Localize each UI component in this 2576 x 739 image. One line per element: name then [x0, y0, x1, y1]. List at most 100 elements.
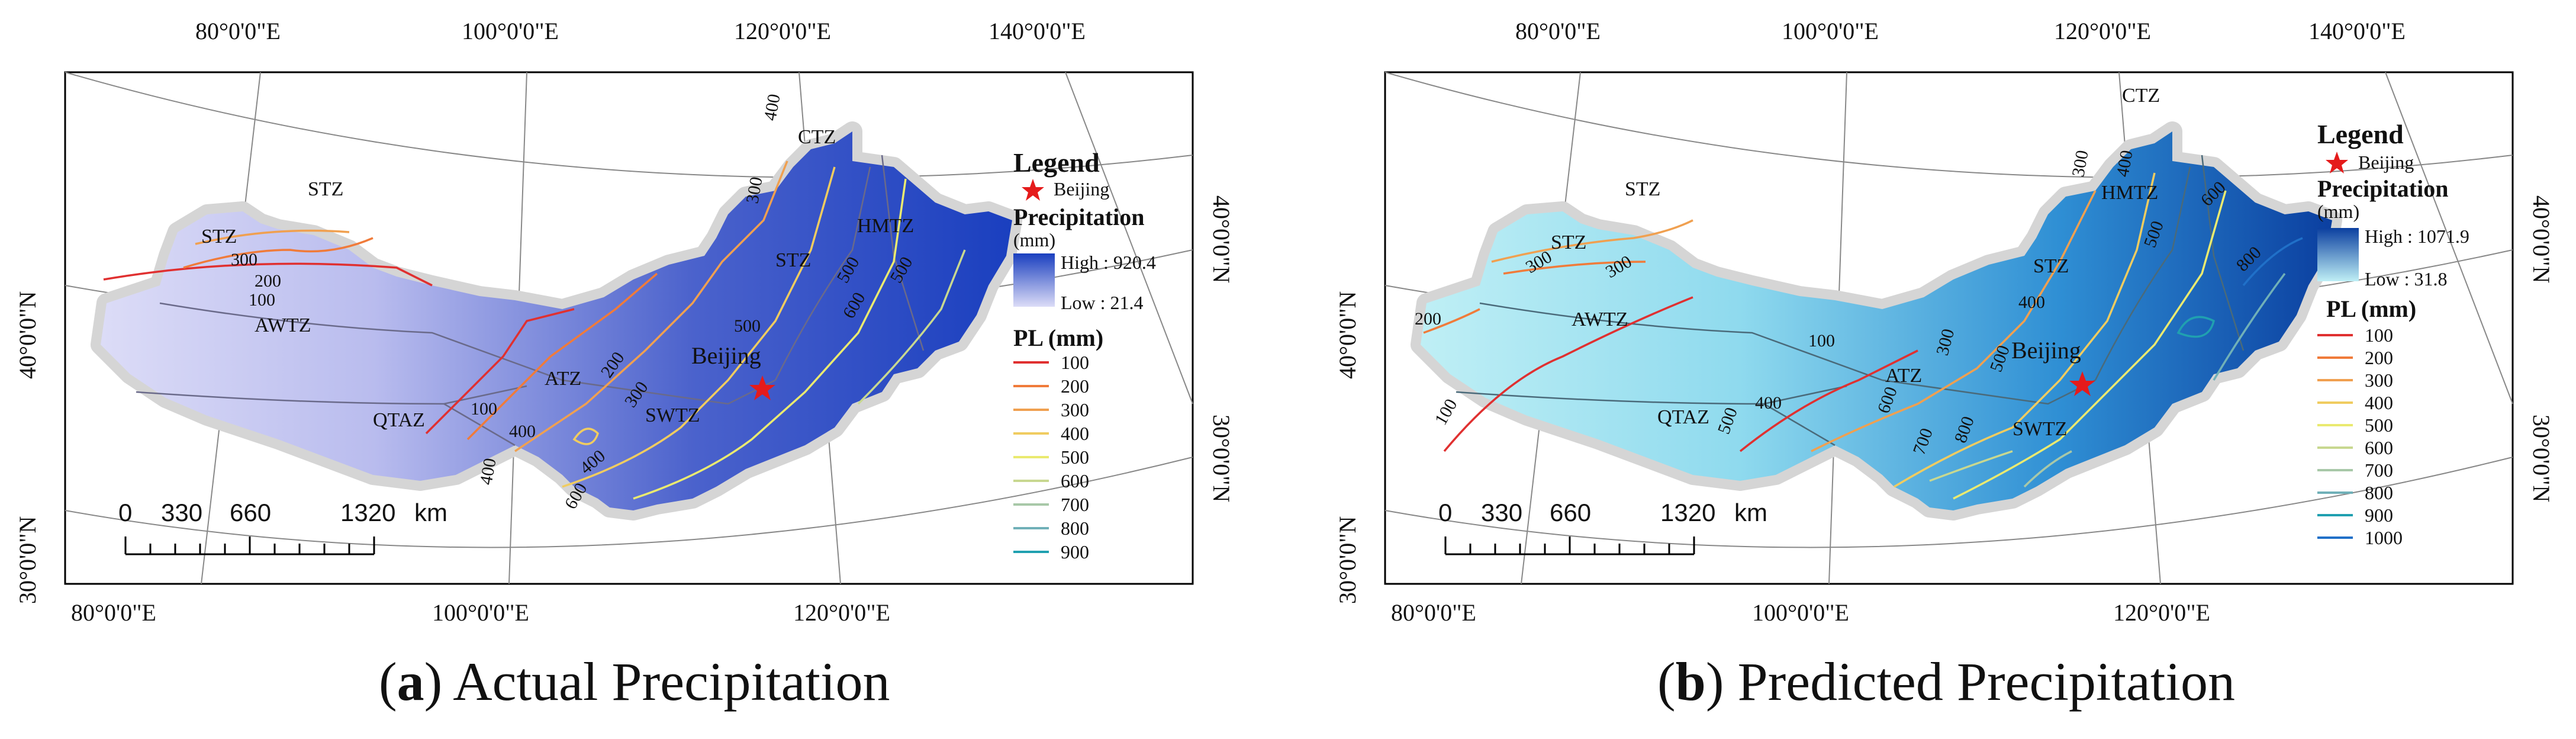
lon-bottom-label: 120°0'0"E — [2113, 599, 2210, 626]
caption-letter: b — [1675, 651, 1706, 712]
svg-text:600: 600 — [1061, 470, 1089, 491]
lon-bottom-label: 120°0'0"E — [793, 599, 890, 626]
svg-text:100: 100 — [249, 290, 275, 310]
svg-text:800: 800 — [2365, 482, 2393, 503]
panel-b — [1384, 71, 2514, 585]
zone-label: STZ — [308, 178, 343, 200]
contours — [103, 160, 966, 500]
lon-top-label: 120°0'0"E — [2054, 18, 2151, 44]
scale-bar: 0 330 660 1320 km — [1438, 499, 1767, 555]
svg-text:100: 100 — [471, 399, 497, 419]
svg-text:900: 900 — [2365, 505, 2393, 526]
svg-text:200: 200 — [1415, 309, 1441, 329]
svg-text:PL (mm): PL (mm) — [2326, 295, 2416, 322]
svg-text:900: 900 — [1061, 541, 1089, 563]
svg-text:Beijing: Beijing — [2358, 152, 2414, 173]
zone-label: HMTZ — [2101, 182, 2158, 204]
svg-text:(mm): (mm) — [2317, 201, 2359, 222]
svg-text:km: km — [1734, 499, 1767, 526]
zone-label: HMTZ — [857, 215, 914, 237]
zone-boundaries — [1456, 155, 2245, 446]
svg-text:200: 200 — [2365, 347, 2393, 368]
svg-text:300: 300 — [1061, 399, 1089, 420]
svg-text:660: 660 — [1550, 499, 1591, 526]
svg-text:300: 300 — [2365, 370, 2393, 391]
lon-top-label: 140°0'0"E — [2308, 18, 2406, 44]
svg-text:300: 300 — [742, 175, 766, 205]
lat-left-label: 30°0'0"N — [1334, 516, 1361, 604]
svg-text:(mm): (mm) — [1013, 229, 1055, 250]
svg-text:400: 400 — [760, 92, 784, 122]
lat-right-label: 40°0'0"N — [1208, 195, 1235, 283]
svg-text:300: 300 — [231, 250, 257, 269]
panel-a-text: 80°0'0"E 100°0'0"E 120°0'0"E 140°0'0"E 8… — [14, 18, 1235, 626]
pl-legend: 100 200 300 400 500 600 700 800 900 — [1013, 352, 1089, 563]
svg-text:0: 0 — [118, 499, 132, 526]
svg-text:Precipitation: Precipitation — [1013, 204, 1144, 230]
svg-text:500: 500 — [734, 316, 761, 336]
svg-text:700: 700 — [2365, 460, 2393, 481]
zone-label: STZ — [201, 226, 237, 248]
lon-top-label: 100°0'0"E — [462, 18, 559, 44]
lat-right-label: 30°0'0"N — [2528, 415, 2555, 502]
zone-boundaries — [136, 155, 925, 446]
lon-top-label: 80°0'0"E — [1515, 18, 1601, 44]
lat-right-label: 40°0'0"N — [2528, 195, 2555, 283]
svg-text:330: 330 — [1481, 499, 1522, 526]
pl-legend: 100 200 300 400 500 600 700 800 900 1000 — [2317, 324, 2403, 548]
lon-top-label: 140°0'0"E — [988, 18, 1086, 44]
svg-text:200: 200 — [1061, 375, 1089, 397]
lon-bottom-label: 100°0'0"E — [432, 599, 529, 626]
svg-text:High : 1071.9: High : 1071.9 — [2365, 226, 2469, 247]
svg-text:Low : 21.4: Low : 21.4 — [1061, 292, 1144, 313]
svg-text:0: 0 — [1438, 499, 1452, 526]
svg-text:660: 660 — [230, 499, 271, 526]
panel-b-text: 80°0'0"E 100°0'0"E 120°0'0"E 140°0'0"E 8… — [1334, 18, 2555, 626]
legend-title: Legend — [2317, 119, 2404, 149]
lon-bottom-label: 80°0'0"E — [71, 599, 156, 626]
zone-label: ATZ — [545, 368, 581, 390]
zone-label: AWTZ — [255, 314, 311, 336]
lat-right-label: 30°0'0"N — [1208, 415, 1235, 502]
caption-b: (b) Predicted Precipitation — [1657, 651, 2235, 712]
svg-text:Beijing: Beijing — [1054, 178, 1109, 200]
svg-text:400: 400 — [1061, 423, 1089, 444]
svg-text:100: 100 — [2365, 324, 2393, 346]
lat-left-label: 30°0'0"N — [14, 516, 41, 604]
caption-text: Actual Precipitation — [453, 651, 890, 712]
lon-bottom-label: 100°0'0"E — [1752, 599, 1849, 626]
svg-text:500: 500 — [1061, 446, 1089, 468]
svg-text:100: 100 — [1808, 331, 1835, 351]
svg-text:600: 600 — [2365, 437, 2393, 458]
panel-a — [64, 71, 1194, 585]
lon-top-label: 120°0'0"E — [734, 18, 831, 44]
svg-text:400: 400 — [476, 457, 500, 486]
zone-label: STZ — [1625, 178, 1660, 200]
svg-text:800: 800 — [1061, 518, 1089, 539]
lat-left-label: 40°0'0"N — [14, 291, 41, 379]
zone-label: QTAZ — [1657, 406, 1709, 428]
zone-label: STZ — [2033, 255, 2069, 277]
lon-bottom-label: 80°0'0"E — [1391, 599, 1476, 626]
svg-text:300: 300 — [2068, 149, 2092, 178]
lat-left-label: 40°0'0"N — [1334, 291, 1361, 379]
caption-a: (a) Actual Precipitation — [379, 651, 890, 712]
beijing-marker — [2069, 371, 2095, 396]
svg-text:km: km — [414, 499, 447, 526]
svg-text:1320: 1320 — [340, 499, 395, 526]
svg-text:400: 400 — [509, 422, 536, 441]
zone-label: CTZ — [798, 126, 836, 148]
svg-text:500: 500 — [2365, 415, 2393, 436]
legend-title: Legend — [1013, 147, 1100, 178]
city-label: Beijing — [2011, 337, 2081, 364]
svg-text:700: 700 — [1061, 494, 1089, 515]
beijing-marker — [749, 375, 775, 400]
svg-text:400: 400 — [2365, 392, 2393, 413]
lon-top-label: 80°0'0"E — [195, 18, 281, 44]
lon-top-label: 100°0'0"E — [1782, 18, 1879, 44]
zone-label: ATZ — [1885, 365, 1922, 387]
city-label: Beijing — [691, 342, 761, 369]
svg-text:Low : 31.8: Low : 31.8 — [2365, 268, 2448, 290]
svg-text:1320: 1320 — [1660, 499, 1715, 526]
